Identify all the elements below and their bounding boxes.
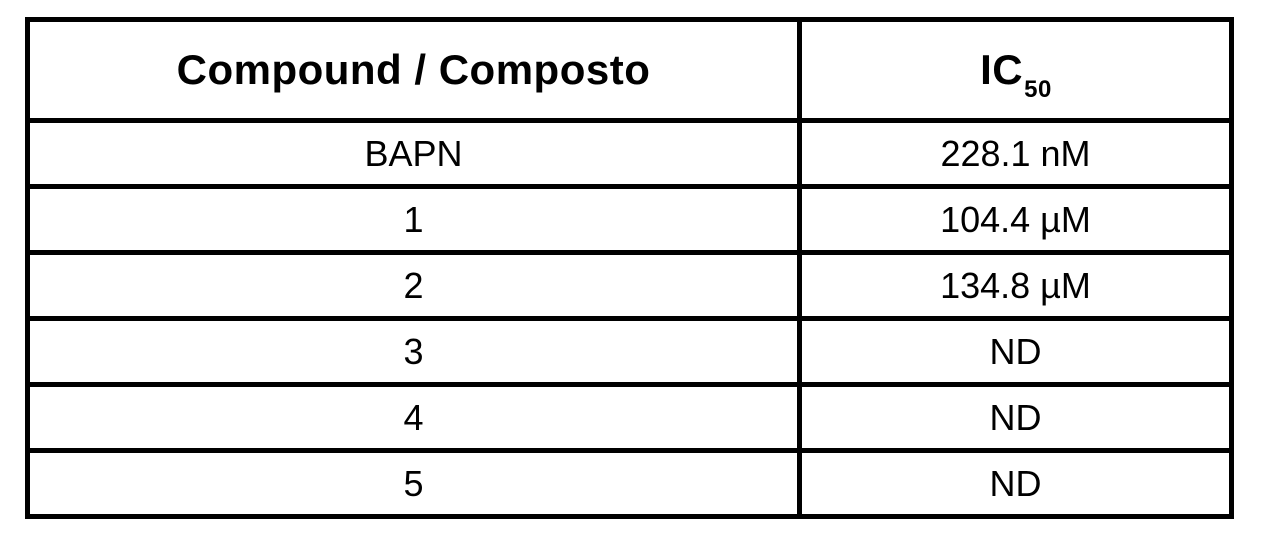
- ic50-cell: ND: [797, 382, 1234, 453]
- ic50-table-container: Compound / Composto IC50 BAPN 228.1 nM 1…: [25, 17, 1234, 519]
- ic50-cell: 104.4 µM: [797, 184, 1234, 255]
- ic50-label-base: IC: [980, 46, 1024, 93]
- table-row: 3 ND: [25, 316, 1234, 387]
- compound-cell: 1: [25, 184, 802, 255]
- ic50-cell: ND: [797, 448, 1234, 519]
- table-header-row: Compound / Composto IC50: [25, 17, 1234, 123]
- compound-cell: 5: [25, 448, 802, 519]
- ic50-cell: ND: [797, 316, 1234, 387]
- compound-cell: 4: [25, 382, 802, 453]
- column-header-ic50: IC50: [797, 17, 1234, 123]
- compound-cell: 3: [25, 316, 802, 387]
- table-row: BAPN 228.1 nM: [25, 118, 1234, 189]
- column-header-compound: Compound / Composto: [25, 17, 802, 123]
- table-row: 2 134.8 µM: [25, 250, 1234, 321]
- ic50-cell: 134.8 µM: [797, 250, 1234, 321]
- table-row: 1 104.4 µM: [25, 184, 1234, 255]
- compound-cell: BAPN: [25, 118, 802, 189]
- table-row: 4 ND: [25, 382, 1234, 453]
- ic50-label-subscript: 50: [1024, 76, 1052, 104]
- table-row: 5 ND: [25, 448, 1234, 519]
- compound-cell: 2: [25, 250, 802, 321]
- ic50-cell: 228.1 nM: [797, 118, 1234, 189]
- ic50-table: Compound / Composto IC50 BAPN 228.1 nM 1…: [25, 17, 1234, 519]
